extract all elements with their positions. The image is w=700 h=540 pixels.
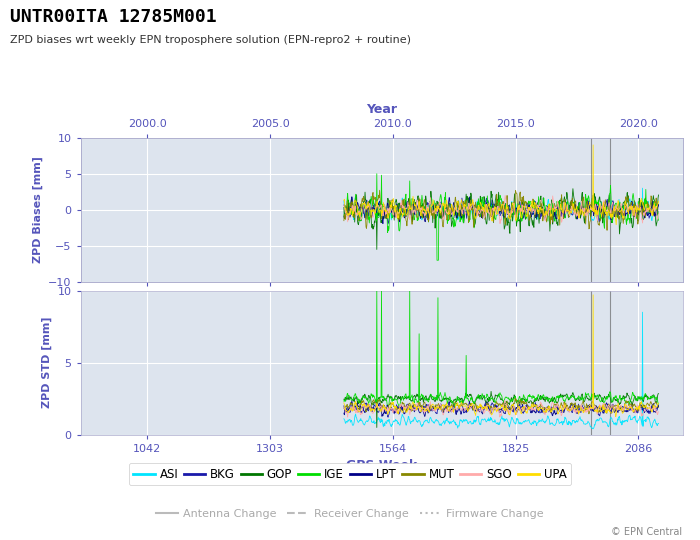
Text: © EPN Central: © EPN Central (611, 527, 682, 537)
Legend: Antenna Change, Receiver Change, Firmware Change: Antenna Change, Receiver Change, Firmwar… (151, 505, 549, 524)
Text: UNTR00ITA 12785M001: UNTR00ITA 12785M001 (10, 8, 217, 26)
Legend: ASI, BKG, GOP, IGE, LPT, MUT, SGO, UPA: ASI, BKG, GOP, IGE, LPT, MUT, SGO, UPA (129, 463, 571, 485)
X-axis label: GPS Week: GPS Week (346, 460, 417, 472)
Text: ZPD biases wrt weekly EPN troposphere solution (EPN-repro2 + routine): ZPD biases wrt weekly EPN troposphere so… (10, 35, 412, 45)
Y-axis label: ZPD STD [mm]: ZPD STD [mm] (42, 317, 52, 408)
X-axis label: Year: Year (366, 103, 397, 116)
Y-axis label: ZPD Biases [mm]: ZPD Biases [mm] (32, 157, 43, 263)
